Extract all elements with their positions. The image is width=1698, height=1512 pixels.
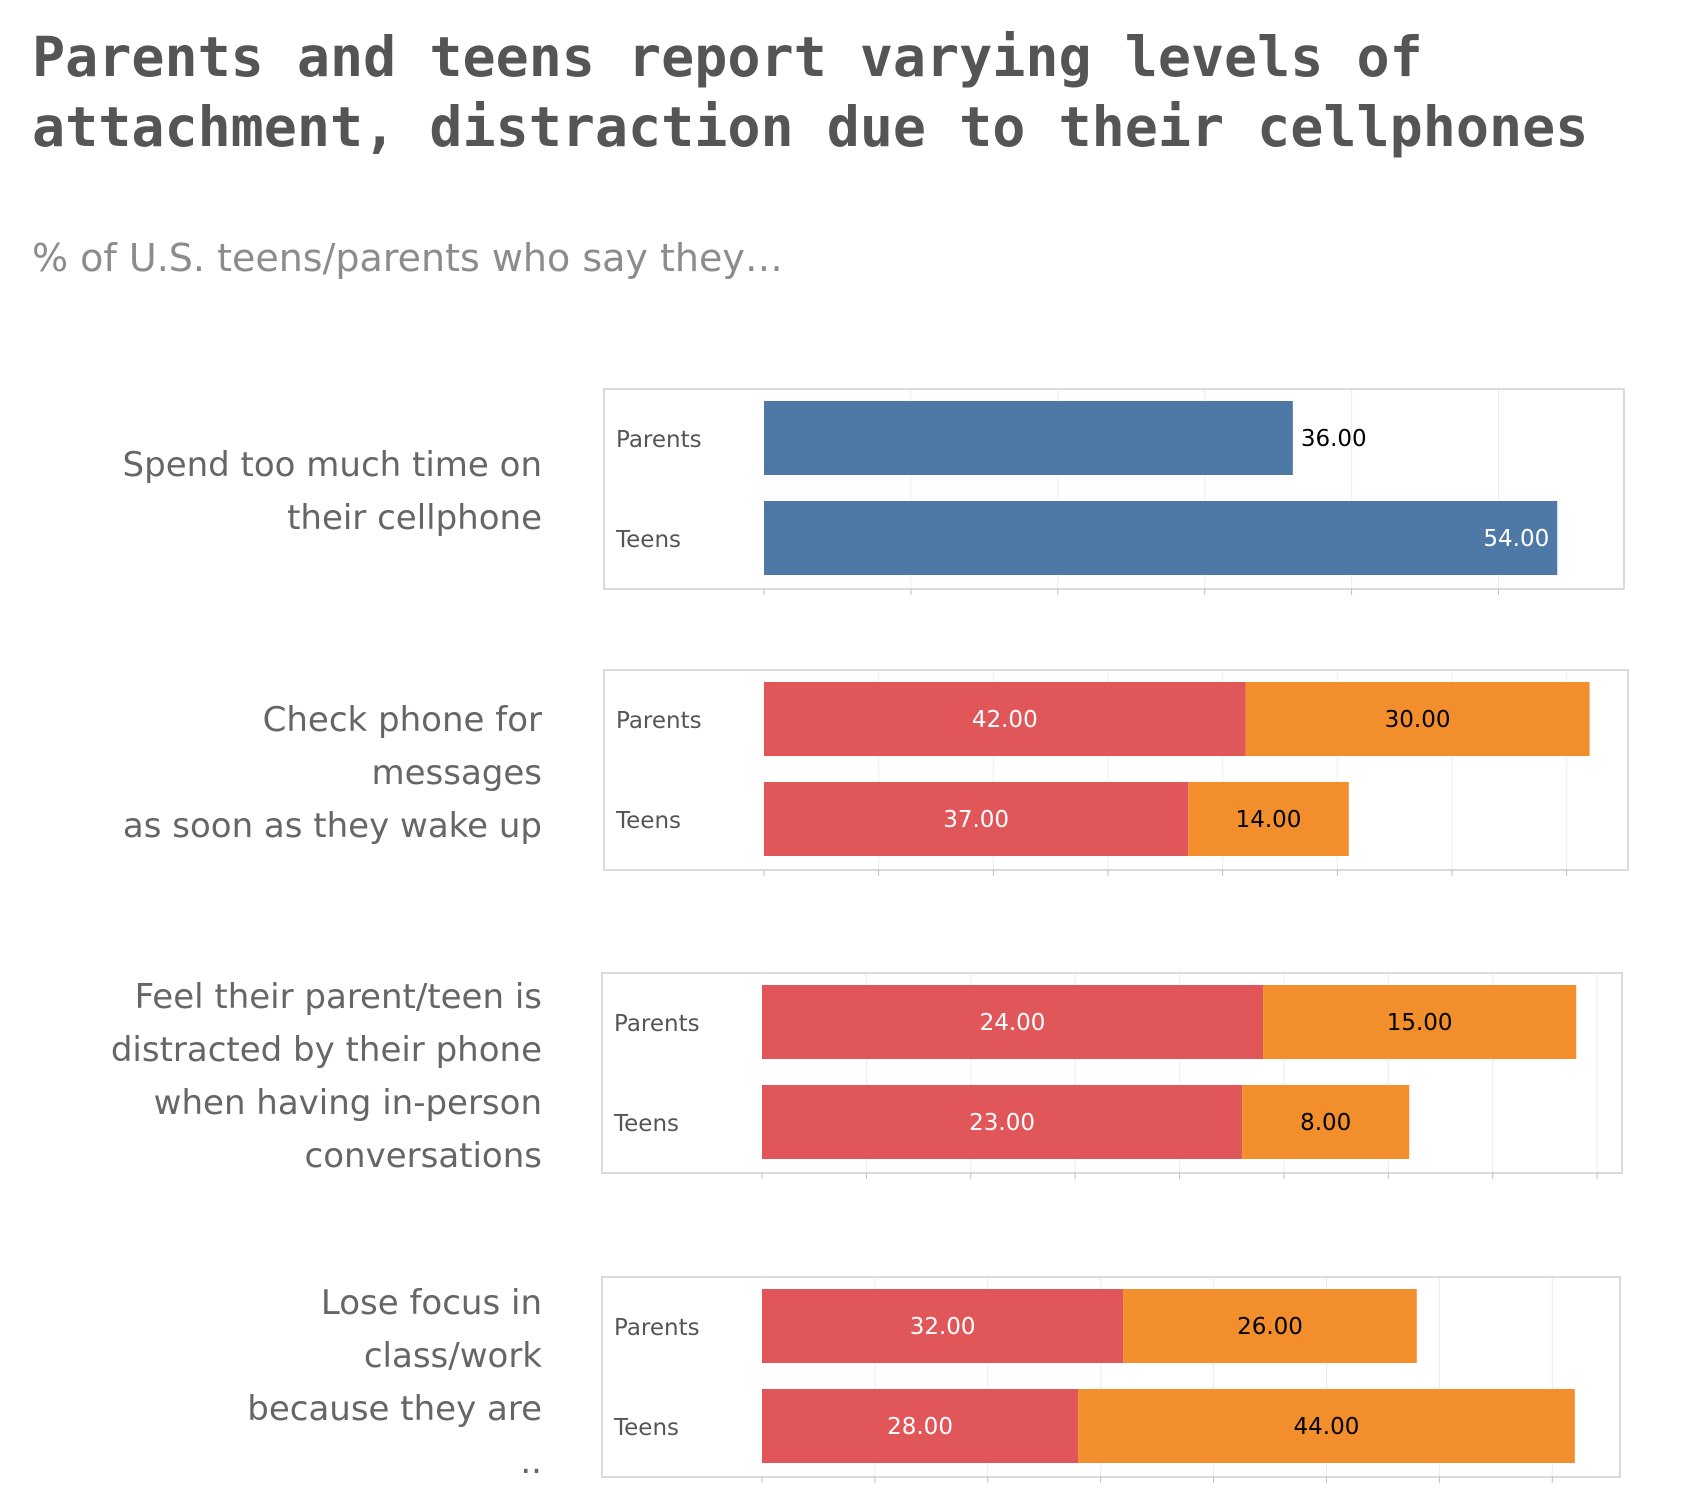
category-label: Parents bbox=[616, 427, 702, 453]
question-line: Lose focus in bbox=[320, 1283, 542, 1323]
panel-frame bbox=[601, 972, 1623, 1174]
question-label: Feel their parent/teen is distracted by t… bbox=[40, 971, 542, 1183]
bar bbox=[762, 1085, 1243, 1159]
category-label: Teens bbox=[615, 527, 681, 553]
data-label: 42.00 bbox=[972, 707, 1038, 733]
panel-frame bbox=[603, 388, 1625, 590]
bar bbox=[1242, 1085, 1410, 1159]
chart-title: Parents and teens report varying levels … bbox=[32, 25, 1589, 159]
question-line: messages bbox=[371, 753, 542, 793]
question-label: Spend too much time on their cellphone bbox=[40, 439, 542, 545]
data-label: 14.00 bbox=[1236, 807, 1302, 833]
question-line: when having in-person bbox=[153, 1083, 542, 1123]
data-label: 36.00 bbox=[1301, 426, 1367, 452]
panel-group: Parents 42.00 30.00 Teens 37.00 14.00 bbox=[603, 669, 1629, 876]
panel-frame bbox=[603, 669, 1629, 871]
question-line: conversations bbox=[304, 1136, 542, 1176]
data-label: 24.00 bbox=[980, 1010, 1046, 1036]
question-label: Lose focus in class/work because they are.… bbox=[40, 1277, 542, 1489]
bar bbox=[1123, 1289, 1417, 1363]
panel-frame bbox=[601, 1276, 1621, 1478]
question-line: class/work bbox=[363, 1336, 542, 1376]
question-line: Check phone for bbox=[262, 700, 542, 740]
data-label: 32.00 bbox=[910, 1314, 976, 1340]
data-label: 28.00 bbox=[887, 1414, 953, 1440]
question-line: as soon as they wake up bbox=[122, 806, 542, 846]
data-label: 15.00 bbox=[1387, 1010, 1453, 1036]
category-label: Parents bbox=[614, 1011, 700, 1037]
bar bbox=[762, 985, 1264, 1059]
question-line: distracted by their phone bbox=[110, 1030, 542, 1070]
question-line: Feel their parent/teen is bbox=[134, 977, 542, 1017]
category-label: Teens bbox=[613, 1415, 679, 1441]
data-label: 26.00 bbox=[1237, 1314, 1303, 1340]
data-label: 8.00 bbox=[1300, 1110, 1351, 1136]
data-label: 30.00 bbox=[1385, 707, 1451, 733]
data-label: 37.00 bbox=[943, 807, 1009, 833]
question-line: .. bbox=[520, 1442, 542, 1482]
category-label: Teens bbox=[615, 808, 681, 834]
bar bbox=[764, 782, 1189, 856]
category-label: Parents bbox=[614, 1315, 700, 1341]
bar bbox=[764, 401, 1293, 475]
data-label: 54.00 bbox=[1483, 526, 1549, 552]
question-line: because they are bbox=[247, 1389, 542, 1429]
panel-group: Parents 32.00 26.00 Teens 28.00 44.00 bbox=[601, 1276, 1621, 1483]
bar bbox=[1245, 682, 1590, 756]
bar bbox=[1188, 782, 1349, 856]
bar bbox=[764, 501, 1558, 575]
question-line: Spend too much time on bbox=[122, 445, 542, 485]
panel-group: Parents 36.00 Teens 54.00 bbox=[603, 388, 1625, 595]
bar bbox=[762, 1389, 1079, 1463]
bar bbox=[762, 1289, 1124, 1363]
chart-subtitle: % of U.S. teens/parents who say they… bbox=[32, 236, 783, 280]
category-label: Parents bbox=[616, 708, 702, 734]
bar bbox=[1078, 1389, 1575, 1463]
data-label: 23.00 bbox=[969, 1110, 1035, 1136]
question-label: Check phone for messages as soon as they w… bbox=[40, 694, 542, 853]
data-label: 44.00 bbox=[1294, 1414, 1360, 1440]
panel-group: Parents 24.00 15.00 Teens 23.00 8.00 bbox=[601, 972, 1623, 1179]
bar bbox=[1263, 985, 1577, 1059]
bar bbox=[764, 682, 1246, 756]
question-line: their cellphone bbox=[287, 498, 542, 538]
category-label: Teens bbox=[613, 1111, 679, 1137]
